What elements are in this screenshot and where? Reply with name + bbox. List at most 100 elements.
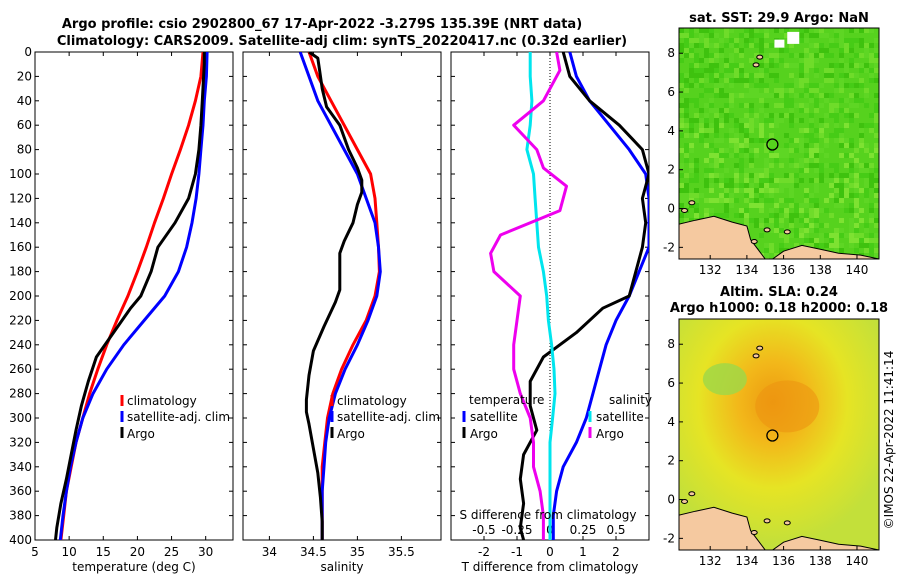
sst-cell: [774, 113, 779, 118]
sst-cell: [724, 133, 729, 138]
sst-cell: [759, 208, 764, 213]
sst-cell: [754, 83, 759, 88]
sst-cell: [819, 93, 824, 98]
sst-cell: [824, 93, 829, 98]
sst-cell: [699, 38, 704, 43]
sst-cell: [864, 48, 869, 53]
sst-cell: [814, 143, 819, 148]
island: [783, 229, 791, 235]
sst-cell: [694, 58, 699, 63]
sst-cell: [819, 233, 824, 238]
sst-cell: [809, 178, 814, 183]
sst-cell: [814, 103, 819, 108]
sst-cell: [789, 148, 794, 153]
sst-cell: [689, 43, 694, 48]
sst-cell: [779, 48, 784, 53]
sst-cell: [849, 168, 854, 173]
island: [763, 227, 771, 233]
sst-cell: [834, 203, 839, 208]
sst-cell: [724, 93, 729, 98]
sst-cell: [734, 143, 739, 148]
sst-cell: [814, 158, 819, 163]
sst-cell: [714, 88, 719, 93]
sst-cell: [869, 218, 874, 223]
sst-cell: [844, 73, 849, 78]
legend-label-argo: Argo: [127, 427, 155, 441]
legend-heading-temperature: temperature: [469, 393, 544, 407]
sst-cell: [684, 173, 689, 178]
sst-cell: [714, 153, 719, 158]
map-x-tick-label: 134: [735, 554, 758, 568]
sst-cell: [709, 53, 714, 58]
sst-cell: [719, 53, 724, 58]
sst-cell: [844, 98, 849, 103]
sst-cell: [814, 188, 819, 193]
map-y-tick-label: 8: [667, 337, 675, 351]
sst-cell: [729, 138, 734, 143]
sst-cell: [769, 193, 774, 198]
sst-cell: [809, 88, 814, 93]
sst-cell: [869, 28, 874, 33]
y-tick-label: 0: [24, 45, 32, 59]
sst-cell: [869, 163, 874, 168]
sst-cell: [804, 243, 809, 248]
sst-cell: [679, 28, 684, 33]
sst-cell: [754, 243, 759, 248]
sst-cell: [794, 93, 799, 98]
sst-cell: [839, 98, 844, 103]
map-y-tick-label: 6: [667, 85, 675, 99]
sst-cell: [704, 28, 709, 33]
sst-cell: [844, 108, 849, 113]
sst-cell: [764, 253, 769, 258]
sst-cell: [789, 73, 794, 78]
sst-cell: [699, 68, 704, 73]
sst-cell: [859, 233, 864, 238]
legend-label-climatology: climatology: [337, 394, 407, 408]
sst-cell: [819, 168, 824, 173]
sst-cell: [849, 28, 854, 33]
sst-cell: [839, 58, 844, 63]
x-tick-label: 35.5: [388, 545, 415, 559]
sst-cell: [754, 188, 759, 193]
sst-cell: [724, 178, 729, 183]
sst-cell: [764, 93, 769, 98]
sst-cell: [844, 183, 849, 188]
sst-cell: [789, 223, 794, 228]
sst-cell: [769, 118, 774, 123]
sst-cell: [709, 183, 714, 188]
sst-cell: [794, 213, 799, 218]
sst-cell: [704, 53, 709, 58]
sst-cell: [754, 123, 759, 128]
sst-cell: [804, 203, 809, 208]
sst-cell: [849, 223, 854, 228]
sst-cell: [774, 53, 779, 58]
series-line-satellite-adj-clim: [298, 52, 382, 540]
sst-cell: [749, 163, 754, 168]
sst-cell: [699, 193, 704, 198]
sst-cell: [754, 153, 759, 158]
sst-cell: [854, 28, 859, 33]
sst-cell: [724, 113, 729, 118]
sst-cell: [749, 123, 754, 128]
y-tick-label: 240: [9, 338, 32, 352]
sst-cell: [689, 73, 694, 78]
sst-cell: [829, 68, 834, 73]
sst-cell: [794, 78, 799, 83]
sst-cell: [709, 63, 714, 68]
sst-cell: [804, 73, 809, 78]
sst-cell: [829, 193, 834, 198]
sst-cell: [814, 128, 819, 133]
sst-cell: [804, 233, 809, 238]
sst-cell: [744, 113, 749, 118]
sst-cell: [804, 198, 809, 203]
sst-cell: [779, 28, 784, 33]
sst-cell: [824, 78, 829, 83]
sst-cell: [799, 178, 804, 183]
sst-cell: [789, 138, 794, 143]
y-tick-label: 160: [9, 240, 32, 254]
sst-cell: [689, 218, 694, 223]
sst-cell: [744, 103, 749, 108]
sst-cell: [779, 188, 784, 193]
sst-cell: [739, 158, 744, 163]
sst-cell: [784, 63, 789, 68]
